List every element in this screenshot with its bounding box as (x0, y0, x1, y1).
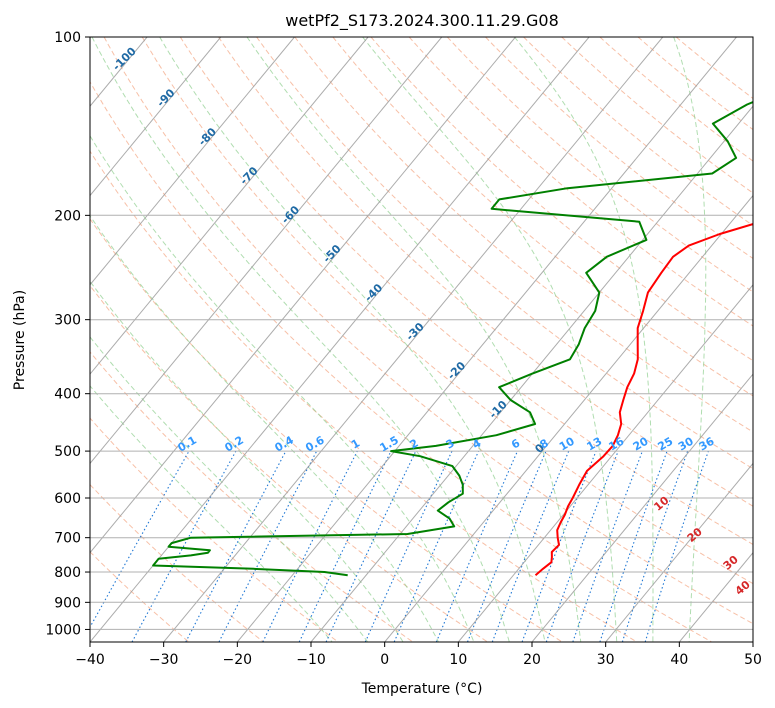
dry-adiabat (141, 37, 753, 585)
isotherm-line (90, 37, 516, 554)
mixing-ratio-line (644, 450, 709, 642)
dry-adiabat (561, 37, 753, 194)
mixing-ratio-line (185, 450, 287, 642)
dry-adiabat (218, 37, 753, 507)
x-tick-label: −30 (149, 652, 179, 668)
mixing-ratio-line (599, 450, 668, 642)
isotherm-line (90, 37, 590, 642)
dewpoint-profile-line (152, 100, 753, 577)
moist-adiabat (90, 336, 369, 642)
x-axis-ticks: −40 −30 −20 −10 0 10 20 30 40 50 (75, 642, 762, 668)
isotherm-line (236, 37, 737, 642)
y-tick-label: 200 (54, 208, 81, 224)
isotherm-line (384, 194, 753, 642)
x-tick-label: 20 (523, 652, 541, 668)
dry-adiabat (370, 37, 753, 362)
mixing-ratio-line (621, 450, 689, 642)
isotherm-line (605, 462, 753, 642)
mixing-ratio-line (90, 450, 190, 629)
moist-adiabat (90, 134, 475, 642)
mixing-ratio-line (491, 450, 570, 642)
y-tick-label: 800 (54, 565, 81, 581)
chart-title: wetPf2_S173.2024.300.11.29.G08 (285, 11, 559, 31)
y-tick-label: 100 (54, 30, 81, 46)
y-tick-label: 400 (54, 387, 81, 403)
y-tick-label: 500 (54, 444, 81, 460)
x-tick-label: 0 (380, 652, 389, 668)
dry-adiabat (485, 37, 753, 260)
y-tick-label: 1000 (45, 622, 81, 638)
x-tick-label: 30 (597, 652, 615, 668)
x-axis-title: Temperature (°C) (361, 681, 483, 697)
x-tick-label: −40 (75, 652, 105, 668)
mixing-ratio-line (262, 450, 358, 642)
y-tick-label: 700 (54, 531, 81, 547)
dry-adiabat (90, 150, 638, 642)
mixing-ratio-line (466, 450, 547, 642)
isotherm-line (310, 105, 753, 642)
moist-adiabat (90, 385, 333, 642)
x-tick-label: −10 (296, 652, 326, 668)
mixing-ratio-line (131, 450, 237, 642)
moist-adiabat (362, 37, 618, 642)
isotherm-line (90, 37, 295, 286)
x-tick-label: 10 (449, 652, 467, 668)
x-tick-label: 50 (744, 652, 762, 668)
dry-adiabat (90, 80, 712, 642)
x-tick-label: −20 (223, 652, 253, 668)
moist-adiabat (673, 37, 707, 642)
isotherm-line (531, 373, 753, 642)
dry-adiabat (294, 37, 753, 433)
dry-adiabat (446, 37, 753, 293)
plot-frame (89, 36, 754, 643)
y-axis-title: Pressure (hPa) (12, 290, 28, 390)
plot-area (90, 37, 753, 642)
isotherm-line (90, 37, 443, 465)
isotherm-line (90, 37, 222, 197)
x-tick-label: 40 (670, 652, 688, 668)
moist-adiabat (246, 37, 582, 642)
isotherm-line (457, 284, 753, 642)
isotherm-line (90, 37, 369, 375)
mixing-ratio-line (545, 450, 619, 642)
moist-adiabat (90, 280, 404, 642)
mixing-ratio-line (521, 450, 597, 642)
moist-adiabat (514, 37, 654, 642)
series-layer (152, 100, 753, 577)
mixing-ratio-line (393, 450, 480, 642)
moist-adiabat (91, 37, 510, 642)
y-tick-label: 300 (54, 313, 81, 329)
dry-adiabat (256, 37, 753, 470)
dry-adiabat (103, 37, 753, 625)
dry-adiabat (90, 284, 488, 642)
dry-adiabat (179, 37, 753, 546)
temperature-profile-line (534, 223, 753, 576)
y-axis-ticks: 100 200 300 400 500 600 700 800 900 1000 (45, 30, 90, 638)
mixing-ratio-line (572, 450, 643, 642)
mixing-ratio-line (435, 450, 519, 642)
dry-adiabat (332, 37, 753, 397)
isotherm-line (163, 37, 664, 642)
y-tick-label: 900 (54, 595, 81, 611)
moist-adiabat (90, 214, 440, 642)
y-tick-label: 600 (54, 491, 81, 507)
